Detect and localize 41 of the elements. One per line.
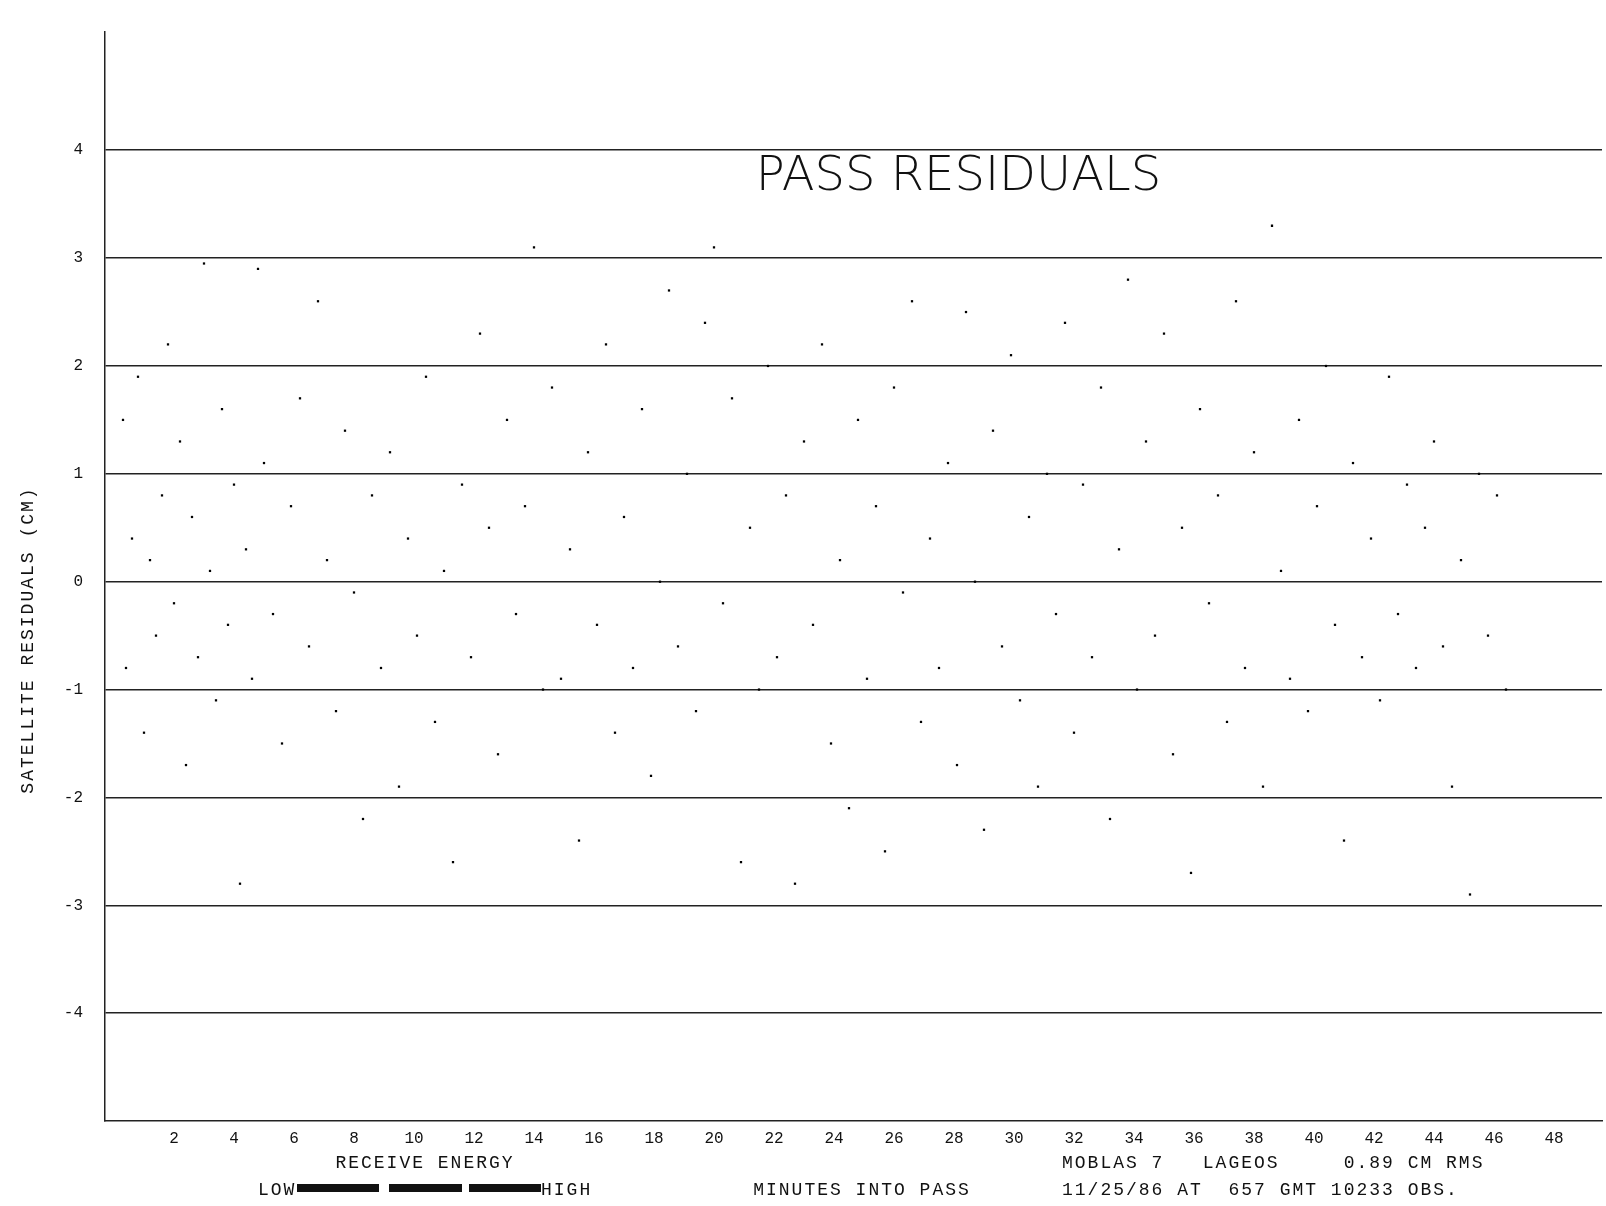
x-tick-label: 8 [349, 1129, 359, 1148]
y-tick-label: 3 [73, 249, 83, 268]
x-tick-label: 18 [644, 1129, 664, 1148]
y-tick-label: -4 [63, 1004, 83, 1023]
x-tick-label: 46 [1484, 1129, 1504, 1148]
y-tick-label: -2 [63, 788, 83, 807]
x-tick-label: 44 [1424, 1129, 1444, 1148]
x-tick-label: 36 [1184, 1129, 1204, 1148]
y-tick-label: -3 [63, 896, 83, 915]
x-tick-label: 30 [1004, 1129, 1024, 1148]
x-tick-label: 28 [944, 1129, 964, 1148]
x-tick-label: 20 [704, 1129, 724, 1148]
x-tick-label: 32 [1064, 1129, 1084, 1148]
x-tick-label: 2 [169, 1129, 179, 1148]
text: 11/25/86 AT 657 GMT 10233 OBS. [1062, 1180, 1459, 1200]
y-tick-label: 0 [73, 572, 83, 591]
x-tick-label: 6 [289, 1129, 299, 1148]
text: LOW [258, 1180, 297, 1200]
y-tick-label: 2 [73, 357, 83, 376]
y-tick-label: 4 [73, 141, 83, 160]
x-tick-label: 4 [229, 1129, 239, 1148]
x-tick-label: 42 [1364, 1129, 1384, 1148]
x-axis-title: MINUTES INTO PASS [753, 1180, 971, 1200]
x-tick-label: 14 [524, 1129, 544, 1148]
text: PASS RESIDUALS [755, 145, 1162, 202]
text: HIGH [541, 1180, 593, 1200]
x-tick-label: 16 [584, 1129, 604, 1148]
x-tick-label: 34 [1124, 1129, 1144, 1148]
text: RECEIVE ENERGY [335, 1153, 515, 1173]
x-tick-label: 48 [1544, 1129, 1564, 1148]
x-tick-label: 40 [1304, 1129, 1324, 1148]
y-axis-title: SATELLITE RESIDUALS (CM) [18, 486, 38, 794]
x-tick-label: 38 [1244, 1129, 1264, 1148]
x-tick-label: 26 [884, 1129, 904, 1148]
x-tick-label: 24 [824, 1129, 844, 1148]
y-tick-label: 1 [73, 465, 83, 484]
y-tick-label: -1 [63, 680, 83, 699]
x-tick-label: 22 [764, 1129, 784, 1148]
x-tick-label: 12 [464, 1129, 484, 1148]
text: MOBLAS 7 LAGEOS 0.89 CM RMS [1062, 1153, 1485, 1173]
x-tick-label: 10 [404, 1129, 424, 1148]
